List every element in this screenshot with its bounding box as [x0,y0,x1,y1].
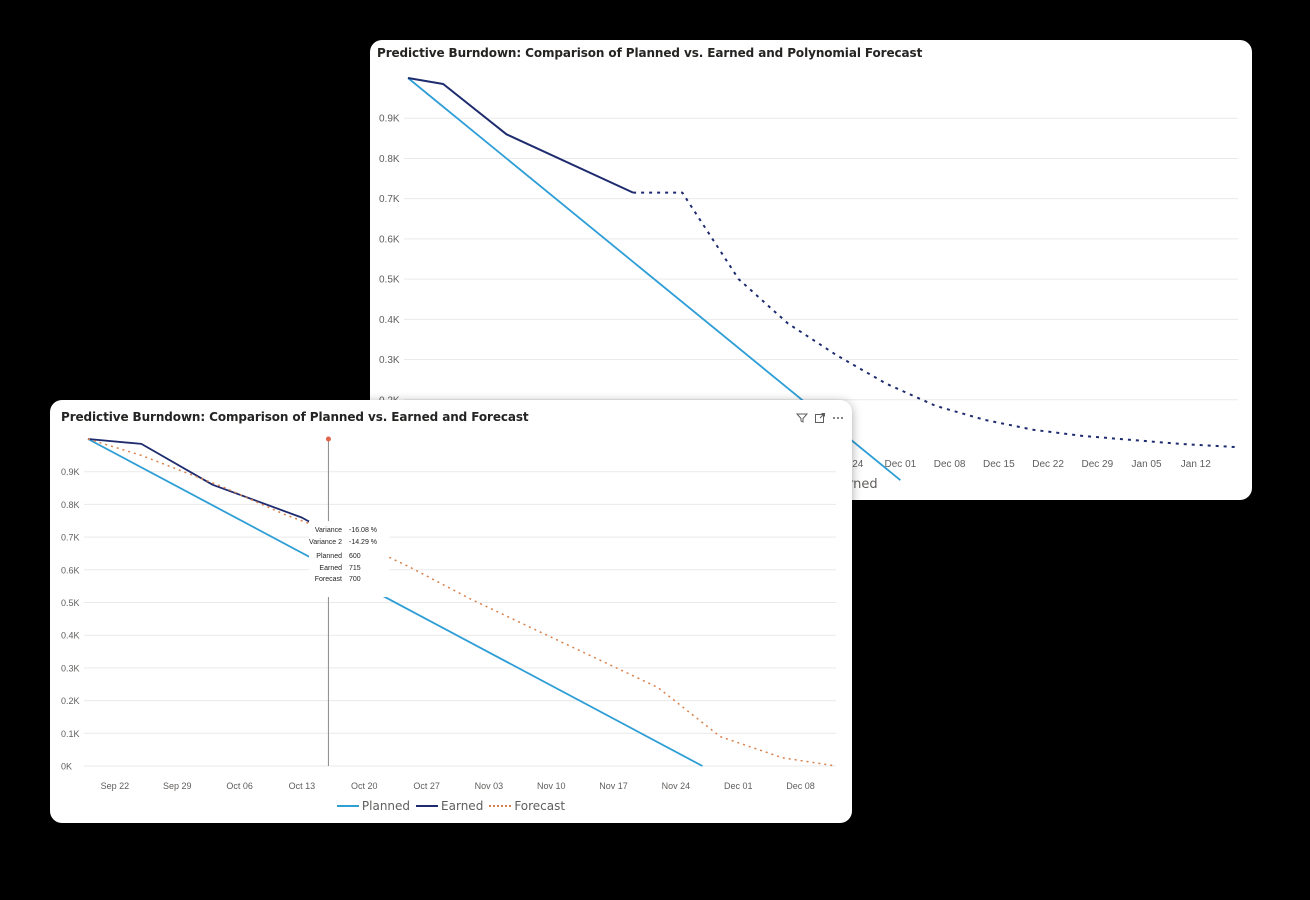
focus-mode-icon[interactable] [814,409,826,423]
tooltip-value: -16.08 % [349,527,378,534]
y-tick-label: 0.3K [379,355,400,366]
y-tick-label: 0.6K [61,565,80,575]
x-tick-label: Jan 05 [1132,459,1162,470]
x-tick-label: Dec 08 [934,459,966,470]
chart-legend: Planned Earned Forecast [50,798,852,814]
x-tick-label: Nov 10 [537,781,566,791]
hover-tooltip: Variance -16.08 % Variance 2 -14.29 % Pl… [309,521,389,597]
front-chart-card[interactable]: Predictive Burndown: Comparison of Plann… [50,400,852,823]
x-tick-label: Sep 22 [101,781,130,791]
x-tick-label: Jan 12 [1181,459,1211,470]
y-tick-label: 0.1K [61,729,80,739]
tooltip-label: Earned [319,565,342,572]
y-tick-label: 0.9K [61,467,80,477]
legend-item-forecast[interactable]: Forecast [489,798,565,814]
x-tick-label: Dec 22 [1032,459,1064,470]
legend-item-planned[interactable]: Planned [336,798,411,814]
tooltip-label: Forecast [314,576,342,583]
x-tick-label: Oct 13 [289,781,316,791]
legend-label: Forecast [514,799,566,813]
x-tick-label: Dec 15 [983,459,1015,470]
x-tick-label: Dec 01 [885,459,917,470]
series-line-earned [407,77,634,194]
y-tick-label: 0.5K [379,275,400,286]
series-line-planned [87,438,703,767]
filter-icon[interactable] [795,409,809,423]
tooltip-row: Forecast 700 [309,575,389,585]
tooltip-row: Variance 2 -14.29 % [309,538,389,548]
x-tick-label: Nov 24 [662,781,691,791]
y-tick-label: 0.8K [61,500,80,510]
legend-label: Planned [361,799,411,813]
tooltip-row: Earned 715 [309,564,389,574]
legend-swatch-planned [336,805,359,807]
series-line-earned-dashed [633,191,1239,449]
back-chart-plot: 0.2K0.3K0.4K0.5K0.6K0.7K0.8K0.9Kov 24Dec… [379,77,1239,481]
tooltip-value: 715 [349,565,361,572]
x-tick-label: Oct 20 [351,781,378,791]
x-tick-label: Nov 17 [599,781,628,791]
x-tick-label: Oct 27 [413,781,440,791]
x-tick-label: Dec 29 [1081,459,1113,470]
visual-header-icons [795,409,844,423]
tooltip-value: 700 [349,576,361,583]
tooltip-label: Variance [314,527,342,534]
x-tick-label: Oct 06 [226,781,253,791]
x-tick-label: Nov 03 [475,781,504,791]
x-tick-label: Dec 08 [786,781,815,791]
legend-swatch-forecast [489,805,512,807]
tooltip-row: Planned 600 [309,552,389,562]
legend-label: Earned [441,799,484,813]
front-chart-title: Predictive Burndown: Comparison of Plann… [61,410,529,424]
back-chart-title: Predictive Burndown: Comparison of Plann… [377,46,923,60]
y-tick-label: 0.5K [61,598,80,608]
y-tick-label: 0.9K [379,114,400,125]
legend-swatch-earned [416,805,439,807]
tooltip-label: Planned [316,553,342,560]
y-tick-label: 0.4K [379,315,400,326]
y-tick-label: 0.3K [61,663,80,673]
tooltip-row: Variance -16.08 % [309,526,389,536]
x-tick-label: Dec 01 [724,781,753,791]
hover-dot [325,436,331,442]
back-legend-fragment: rned [848,477,878,492]
y-tick-label: 0.8K [379,154,400,165]
y-tick-label: 0.6K [379,234,400,245]
front-chart-plot: 0K 0.1K 0.2K 0.3K 0.4K 0.5K 0.6K 0.7K 0.8K 0.9K Se… [61,436,837,791]
y-tick-label: 0.2K [61,696,80,706]
tooltip-value: -14.29 % [349,539,378,546]
y-tick-label: 0K [61,762,72,772]
y-tick-label: 0.7K [379,194,400,205]
series-line-forecast-dashed [87,438,837,767]
legend-item-earned[interactable]: Earned [416,798,483,814]
tooltip-label: Variance 2 [309,539,342,546]
y-tick-label: 0.4K [61,631,80,641]
tooltip-value: 600 [349,553,361,560]
x-tick-label: Sep 29 [163,781,192,791]
y-tick-label: 0.7K [61,533,80,543]
more-options-icon[interactable] [832,409,844,421]
series-line-earned [87,438,329,533]
